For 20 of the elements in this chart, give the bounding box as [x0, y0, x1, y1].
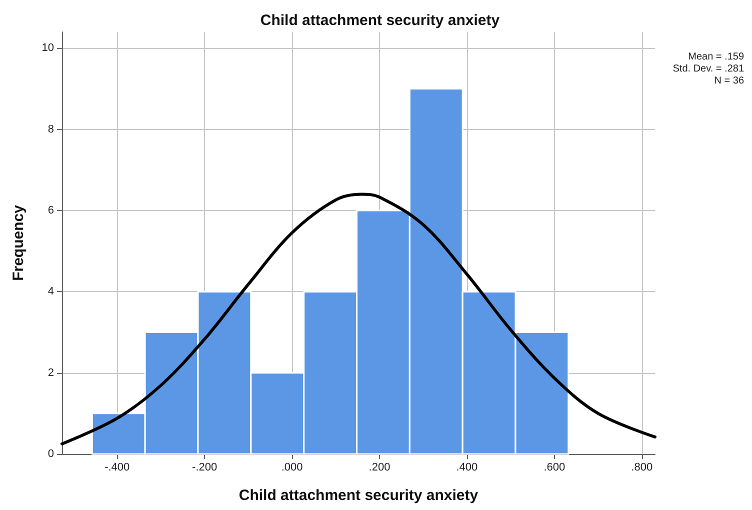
x-tick-label: .200 [368, 462, 390, 474]
line-series [60, 192, 656, 446]
y-tick-label: 6 [48, 204, 54, 217]
x-tick-label: -.400 [104, 462, 130, 474]
text: Std. Dev. = .281 [672, 64, 744, 74]
chart-title: Child attachment security anxiety [260, 12, 500, 29]
x-tick-label: -.200 [192, 462, 218, 474]
text: Mean = .159 [688, 52, 744, 62]
y-tick-label: 2 [48, 366, 54, 379]
y-tick-label: 10 [42, 42, 54, 54]
y-tick-label: 8 [48, 123, 54, 136]
x-tick-label: .600 [544, 462, 566, 474]
x-tick-label: .800 [631, 462, 653, 474]
y-tick-label: 0 [48, 448, 54, 460]
x-tick-label: .400 [456, 462, 478, 474]
x-tick-label: .000 [281, 462, 303, 474]
y-axis-title: Frequency [10, 204, 27, 281]
y-tick-label: 4 [48, 286, 54, 298]
text: N = 36 [714, 76, 744, 86]
x-axis-title: Child attachment security anxiety [238, 487, 479, 504]
